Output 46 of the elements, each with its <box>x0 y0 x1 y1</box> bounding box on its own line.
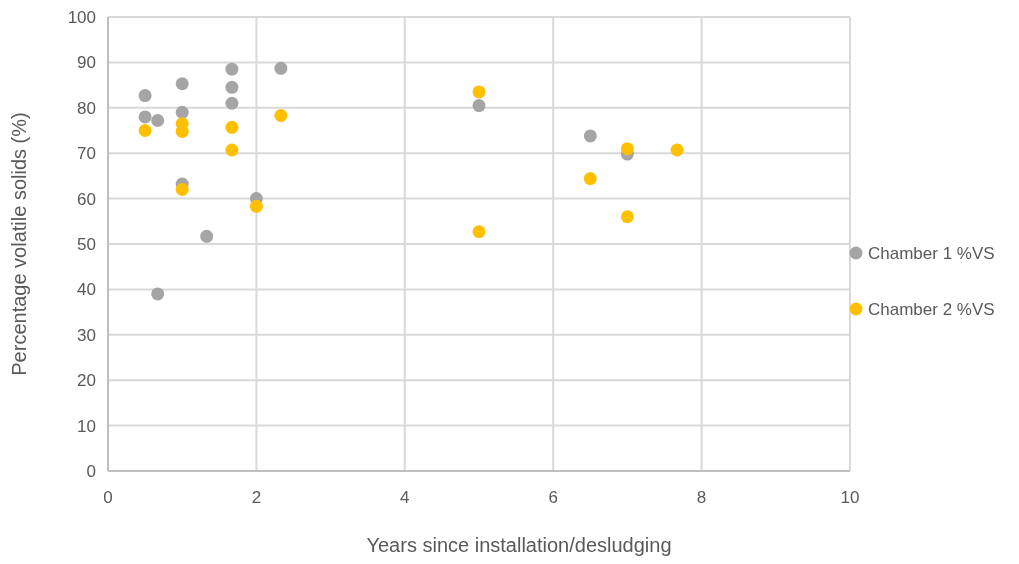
x-tick-label: 2 <box>251 488 262 507</box>
point <box>472 225 486 239</box>
point <box>472 99 486 113</box>
point <box>274 61 288 75</box>
y-tick-label: 60 <box>77 189 96 209</box>
point <box>225 80 239 94</box>
point <box>583 129 597 143</box>
x-tick-label: 0 <box>103 488 113 507</box>
point <box>151 114 165 128</box>
y-tick-label: 50 <box>77 234 96 254</box>
y-tick-label: 70 <box>77 144 96 164</box>
y-tick-label: 40 <box>77 280 96 300</box>
y-tick-label: 100 <box>67 7 96 27</box>
point <box>138 89 152 103</box>
y-tick-label: 10 <box>77 416 96 436</box>
point <box>175 77 189 91</box>
point <box>175 105 189 119</box>
point <box>274 109 288 123</box>
point <box>175 183 189 197</box>
x-tick-label: 8 <box>696 488 707 507</box>
point <box>138 110 152 124</box>
point <box>138 124 152 137</box>
point <box>225 96 239 110</box>
point <box>670 143 684 157</box>
x-tick-label: 4 <box>400 488 410 507</box>
x-tick-label: 6 <box>548 488 558 507</box>
point <box>225 120 239 134</box>
point <box>225 62 239 76</box>
point <box>151 287 165 301</box>
point <box>249 199 263 213</box>
point <box>620 142 634 156</box>
legend-label: Chamber 1 %VS <box>868 243 995 263</box>
y-axis-title: Percentage volatile solids (%) <box>8 112 30 376</box>
point <box>620 210 634 224</box>
point <box>200 229 214 243</box>
y-tick-label: 90 <box>77 53 96 73</box>
x-axis-title: Years since installation/desludging <box>366 534 672 556</box>
point <box>583 172 597 186</box>
y-tick-label: 20 <box>77 371 96 391</box>
point <box>472 85 486 99</box>
legend-label: Chamber 2 %VS <box>868 299 995 319</box>
x-tick-label: 10 <box>840 488 860 507</box>
y-tick-label: 80 <box>77 98 96 118</box>
point <box>225 143 239 157</box>
y-tick-label: 30 <box>77 325 96 345</box>
y-tick-label: 0 <box>86 461 96 481</box>
